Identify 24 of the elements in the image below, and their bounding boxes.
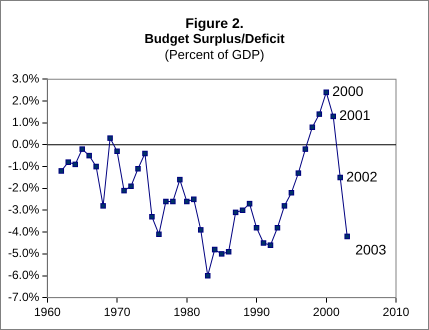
x-tick-label: 1970 — [104, 305, 131, 320]
chart-subtitle: Budget Surplus/Deficit — [143, 31, 286, 47]
x-tick-label: 2010 — [382, 305, 410, 320]
x-tick-label: 2000 — [312, 305, 340, 320]
y-tick-label: -7.0% — [8, 290, 40, 304]
x-tick-label: 1990 — [243, 305, 270, 320]
chart-title: Figure 2. — [184, 15, 245, 31]
y-tick-label: 3.0% — [12, 72, 40, 86]
y-tick-label: -5.0% — [8, 246, 40, 260]
annotation: 2001 — [339, 107, 371, 124]
y-tick-label: 0.0% — [12, 137, 40, 152]
x-tick-label: 1960 — [34, 305, 62, 320]
x-tick-label: 1980 — [173, 305, 200, 320]
y-tick-label: -6.0% — [8, 268, 40, 282]
y-tick-label: 1.0% — [12, 115, 40, 130]
text: (Percent of GDP) — [164, 47, 266, 63]
y-tick-label: -3.0% — [8, 202, 40, 217]
y-tick-label: -2.0% — [8, 180, 40, 195]
y-tick-label: -4.0% — [8, 224, 40, 238]
y-tick-label: -1.0% — [8, 158, 40, 173]
annotation: 2002 — [346, 168, 378, 184]
y-tick-label: 2.0% — [12, 93, 40, 108]
annotation: 2003 — [355, 241, 387, 258]
annotation: 2000 — [332, 83, 364, 100]
